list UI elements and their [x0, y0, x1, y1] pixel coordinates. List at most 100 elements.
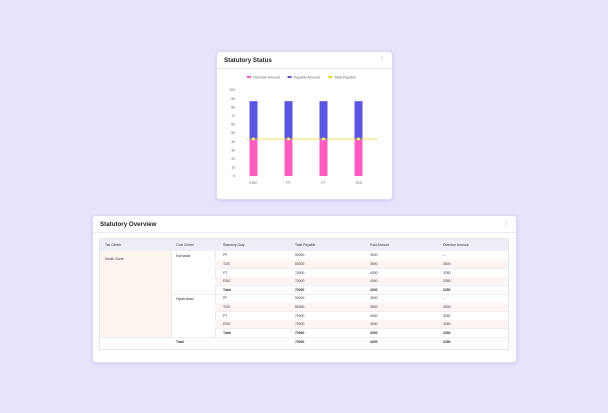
statutory-status-chart: Overdue Amount Payable Amount Total Payabl… — [229, 75, 378, 185]
total-payable: 70000 — [295, 330, 305, 335]
row-divider — [215, 268, 508, 270]
grand-total-payable: 70000 — [295, 340, 305, 344]
row-stripe — [215, 302, 508, 312]
legend-swatch — [287, 76, 292, 78]
bar-overdue-amount — [284, 139, 293, 176]
legend-swatch — [328, 76, 333, 78]
statutory-duty: Total — [223, 287, 231, 292]
row-divider — [215, 311, 508, 313]
card-divider — [217, 68, 392, 69]
statutory-duty: PF — [223, 296, 228, 301]
bar-payable-amount — [354, 101, 363, 140]
total-payable: 70000 — [295, 287, 305, 292]
y-tick-label: 80 — [231, 105, 235, 109]
grand-total-overdue: 3280 — [443, 340, 451, 344]
x-tick-label: ESIC — [250, 181, 258, 185]
cost-center-label: Hyderabad — [176, 296, 194, 301]
total-payable: 70000 — [295, 270, 305, 275]
paid-amount: 4000 — [370, 287, 378, 292]
line-point — [321, 137, 326, 141]
paid-amount: 4000 — [370, 313, 378, 318]
y-tick-label: 70 — [231, 114, 235, 118]
row-stripe — [215, 259, 508, 269]
bar-payable-amount — [319, 101, 328, 140]
total-payable: 50000 — [295, 296, 305, 301]
paid-amount: 3500 — [370, 305, 378, 309]
paid-amount: 3000 — [370, 296, 378, 301]
table-header: Tax Center Cost Center Statutory Duty Total… — [100, 239, 508, 251]
statutory-duty: ESIC — [223, 279, 231, 284]
total-payable: 50000 — [295, 253, 305, 258]
bar-overdue-amount — [319, 139, 328, 176]
row-stripe — [215, 319, 508, 329]
overdue-amount: 3280 — [443, 322, 451, 327]
paid-amount: 4000 — [370, 270, 378, 275]
card-title: Statutory Status — [224, 57, 272, 64]
overdue-amount: 3280 — [443, 287, 451, 292]
statutory-overview-card: Statutory Overview ⋮ Tax Center Cost Cent… — [92, 215, 517, 363]
column-header: Total Payable — [295, 243, 316, 247]
cost-center-label: Karnatak — [176, 253, 191, 258]
statutory-status-card: Statutory Status ⋮ Overdue Amount Payable… — [216, 51, 393, 200]
card-divider — [93, 232, 516, 233]
y-tick-label: 40 — [231, 140, 235, 144]
overdue-amount: -- — [443, 296, 446, 301]
overdue-amount: 3500 — [443, 262, 451, 266]
column-header: Paid Amount — [370, 243, 390, 247]
row-divider — [215, 285, 508, 287]
legend-label: Total Payable — [334, 75, 356, 79]
y-tick-label: 50 — [231, 131, 235, 135]
legend-swatch — [247, 76, 251, 78]
statutory-duty: PT — [223, 313, 228, 318]
line-point — [286, 137, 291, 141]
row-divider — [215, 328, 508, 330]
x-tick-label: TDS — [355, 181, 363, 185]
x-tick-label: PT — [321, 181, 325, 185]
overdue-amount: 3280 — [443, 330, 451, 335]
column-header: Statutory Duty — [223, 243, 245, 247]
y-tick-label: 10 — [231, 166, 235, 170]
y-tick-label: 0 — [233, 174, 235, 178]
statutory-duty: TDS — [223, 305, 230, 309]
y-tick-label: 20 — [231, 157, 235, 161]
line-point — [356, 137, 361, 141]
overdue-amount: 3280 — [443, 279, 451, 284]
y-tick-label: 90 — [231, 97, 235, 101]
paid-amount: 4000 — [370, 279, 378, 284]
bar-payable-amount — [284, 101, 293, 140]
grand-total-label: Total — [176, 340, 184, 344]
statutory-duty: PF — [223, 253, 228, 258]
paid-amount: 3500 — [370, 262, 378, 266]
grand-total-divider — [100, 337, 508, 338]
overdue-amount: 3280 — [443, 270, 451, 275]
statutory-duty: PT — [223, 270, 228, 275]
total-payable: 70000 — [295, 279, 305, 284]
column-header: Overdue Amount — [443, 243, 469, 247]
total-payable: 70000 — [295, 313, 305, 318]
y-tick-label: 100 — [229, 88, 235, 92]
statutory-duty: ESIC — [223, 322, 231, 327]
more-vertical-icon[interactable]: ⋮ — [379, 57, 385, 63]
grand-total-paid: 4000 — [370, 340, 378, 344]
y-tick-label: 60 — [231, 123, 235, 127]
paid-amount: 3000 — [370, 253, 378, 258]
bar-overdue-amount — [354, 139, 363, 176]
y-tick-label: 30 — [231, 148, 235, 152]
legend-label: Payable Amount — [294, 75, 320, 79]
group-divider — [171, 294, 508, 295]
bar-overdue-amount — [249, 139, 258, 176]
line-point — [251, 137, 256, 141]
bar-payable-amount — [249, 101, 258, 140]
card-title: Statutory Overview — [100, 221, 157, 228]
more-vertical-icon[interactable]: ⋮ — [503, 221, 509, 227]
total-payable: 70000 — [295, 322, 305, 327]
paid-amount: 4000 — [370, 322, 378, 327]
total-payable: 80000 — [295, 262, 305, 266]
statutory-duty: TDS — [223, 262, 230, 266]
statutory-duty: Total — [223, 330, 231, 335]
tax-center-label: South Zone — [105, 257, 124, 261]
total-payable: 80000 — [295, 305, 305, 309]
overdue-amount: 3500 — [443, 305, 451, 309]
column-header: Cost Center — [176, 243, 195, 247]
overdue-amount: -- — [443, 253, 446, 258]
